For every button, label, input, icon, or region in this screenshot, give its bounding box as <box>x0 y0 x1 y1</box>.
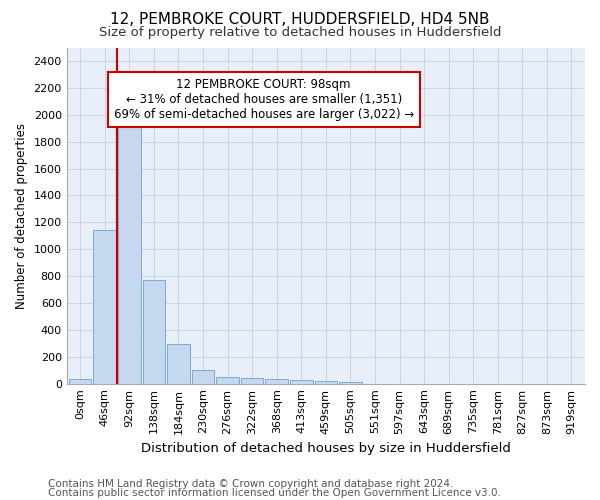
Bar <box>241 378 263 384</box>
Bar <box>339 382 362 384</box>
Bar <box>265 379 288 384</box>
Bar <box>143 280 165 384</box>
Bar <box>167 344 190 384</box>
Bar <box>94 230 116 384</box>
Bar <box>192 370 214 384</box>
Text: Contains public sector information licensed under the Open Government Licence v3: Contains public sector information licen… <box>48 488 501 498</box>
Bar <box>118 120 140 384</box>
X-axis label: Distribution of detached houses by size in Huddersfield: Distribution of detached houses by size … <box>141 442 511 455</box>
Bar <box>216 377 239 384</box>
Text: Size of property relative to detached houses in Huddersfield: Size of property relative to detached ho… <box>99 26 501 39</box>
Text: 12 PEMBROKE COURT: 98sqm
← 31% of detached houses are smaller (1,351)
69% of sem: 12 PEMBROKE COURT: 98sqm ← 31% of detach… <box>113 78 414 121</box>
Bar <box>290 380 313 384</box>
Text: 12, PEMBROKE COURT, HUDDERSFIELD, HD4 5NB: 12, PEMBROKE COURT, HUDDERSFIELD, HD4 5N… <box>110 12 490 28</box>
Bar <box>314 381 337 384</box>
Y-axis label: Number of detached properties: Number of detached properties <box>15 122 28 308</box>
Bar <box>69 379 91 384</box>
Text: Contains HM Land Registry data © Crown copyright and database right 2024.: Contains HM Land Registry data © Crown c… <box>48 479 454 489</box>
